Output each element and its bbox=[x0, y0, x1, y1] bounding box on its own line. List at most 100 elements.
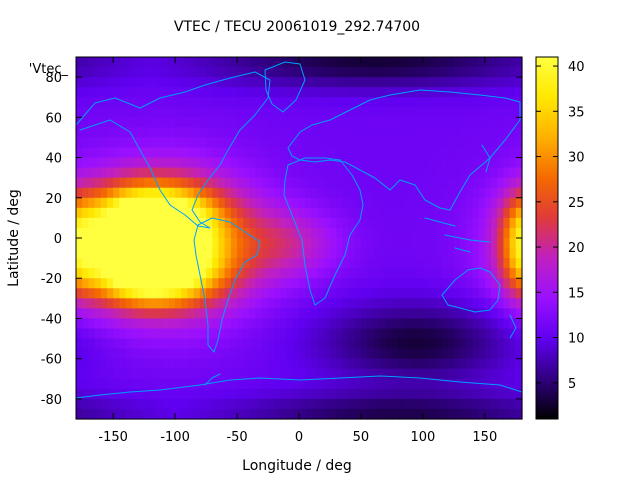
heatmap-cell bbox=[150, 308, 158, 320]
heatmap-cell bbox=[82, 157, 89, 169]
heatmap-cell bbox=[435, 408, 443, 420]
heatmap-cell bbox=[422, 368, 430, 380]
heatmap-cell bbox=[168, 187, 176, 199]
heatmap-cell bbox=[348, 248, 356, 259]
heatmap-cell bbox=[168, 248, 176, 259]
heatmap-cell bbox=[144, 268, 151, 279]
heatmap-cell bbox=[76, 97, 83, 108]
heatmap-cell bbox=[441, 398, 449, 410]
heatmap-cell bbox=[311, 77, 319, 88]
heatmap-cell bbox=[230, 187, 238, 199]
heatmap-cell bbox=[323, 97, 331, 108]
heatmap-cell bbox=[497, 207, 505, 219]
heatmap-cell bbox=[342, 238, 350, 249]
heatmap-cell bbox=[261, 378, 269, 390]
heatmap-cell bbox=[305, 117, 312, 128]
heatmap-cell bbox=[206, 67, 213, 78]
heatmap-cell bbox=[348, 368, 356, 380]
heatmap-cell bbox=[391, 288, 399, 299]
heatmap-cell bbox=[491, 157, 498, 169]
heatmap-cell bbox=[429, 67, 436, 78]
heatmap-cell bbox=[354, 338, 362, 350]
heatmap-cell bbox=[119, 167, 127, 179]
heatmap-cell bbox=[336, 157, 343, 169]
heatmap-cell bbox=[125, 177, 133, 189]
heatmap-cell bbox=[144, 187, 151, 199]
heatmap-cell bbox=[410, 278, 418, 289]
heatmap-cell bbox=[131, 177, 139, 189]
heatmap-cell bbox=[286, 137, 294, 149]
heatmap-cell bbox=[385, 147, 393, 159]
heatmap-cell bbox=[181, 117, 189, 128]
heatmap-cell bbox=[311, 238, 319, 249]
heatmap-cell bbox=[255, 388, 263, 400]
heatmap-cell bbox=[280, 227, 288, 239]
heatmap-cell bbox=[150, 177, 158, 189]
heatmap-cell bbox=[478, 328, 486, 340]
heatmap-cell bbox=[503, 278, 511, 289]
heatmap-cell bbox=[491, 207, 498, 219]
heatmap-cell bbox=[206, 157, 213, 169]
heatmap-cell bbox=[515, 227, 523, 239]
heatmap-cell bbox=[119, 268, 127, 279]
heatmap-cell bbox=[150, 298, 158, 309]
heatmap-cell bbox=[354, 187, 362, 199]
heatmap-cell bbox=[460, 217, 467, 229]
heatmap-cell bbox=[305, 107, 312, 118]
heatmap-cell bbox=[206, 358, 213, 370]
heatmap-cell bbox=[187, 308, 195, 320]
heatmap-cell bbox=[125, 197, 133, 209]
heatmap-cell bbox=[199, 187, 207, 199]
heatmap-cell bbox=[398, 348, 405, 360]
heatmap-cell bbox=[484, 388, 492, 400]
heatmap-cell bbox=[237, 187, 244, 199]
heatmap-cell bbox=[187, 358, 195, 370]
heatmap-cell bbox=[274, 177, 282, 189]
heatmap-cell bbox=[268, 248, 275, 259]
heatmap-cell bbox=[199, 67, 207, 78]
heatmap-cell bbox=[119, 398, 127, 410]
heatmap-cell bbox=[255, 67, 263, 78]
heatmap-cell bbox=[410, 167, 418, 179]
heatmap-cell bbox=[261, 177, 269, 189]
heatmap-cell bbox=[398, 298, 405, 309]
heatmap-cell bbox=[441, 338, 449, 350]
heatmap-cell bbox=[237, 137, 244, 149]
heatmap-cell bbox=[106, 137, 114, 149]
heatmap-cell bbox=[268, 87, 275, 98]
heatmap-cell bbox=[447, 187, 455, 199]
heatmap-cell bbox=[168, 197, 176, 209]
heatmap-cell bbox=[243, 157, 251, 169]
heatmap-cell bbox=[199, 117, 207, 128]
heatmap-cell bbox=[317, 408, 325, 420]
heatmap-cell bbox=[237, 288, 244, 299]
heatmap-cell bbox=[137, 157, 145, 169]
heatmap-cell bbox=[94, 258, 102, 269]
heatmap-cell bbox=[218, 107, 226, 118]
heatmap-cell bbox=[348, 207, 356, 219]
heatmap-cell bbox=[435, 248, 443, 259]
heatmap-cell bbox=[391, 248, 399, 259]
heatmap-cell bbox=[199, 77, 207, 88]
heatmap-cell bbox=[391, 107, 399, 118]
heatmap-cell bbox=[435, 177, 443, 189]
heatmap-cell bbox=[385, 207, 393, 219]
heatmap-cell bbox=[329, 378, 337, 390]
heatmap-cell bbox=[212, 238, 220, 249]
heatmap-cell bbox=[466, 177, 474, 189]
heatmap-cell bbox=[88, 328, 96, 340]
heatmap-cell bbox=[249, 87, 257, 98]
heatmap-cell bbox=[367, 197, 374, 209]
heatmap-cell bbox=[391, 157, 399, 169]
heatmap-cell bbox=[125, 348, 133, 360]
heatmap-cell bbox=[106, 328, 114, 340]
heatmap-cell bbox=[441, 167, 449, 179]
coastline-north-america bbox=[75, 71, 271, 229]
heatmap-cell bbox=[379, 227, 387, 239]
heatmap-cell bbox=[509, 97, 517, 108]
heatmap-cell bbox=[416, 298, 424, 309]
heatmap-cell bbox=[168, 298, 176, 309]
heatmap-cell bbox=[137, 197, 145, 209]
heatmap-cell bbox=[299, 147, 306, 159]
heatmap-cell bbox=[484, 227, 492, 239]
